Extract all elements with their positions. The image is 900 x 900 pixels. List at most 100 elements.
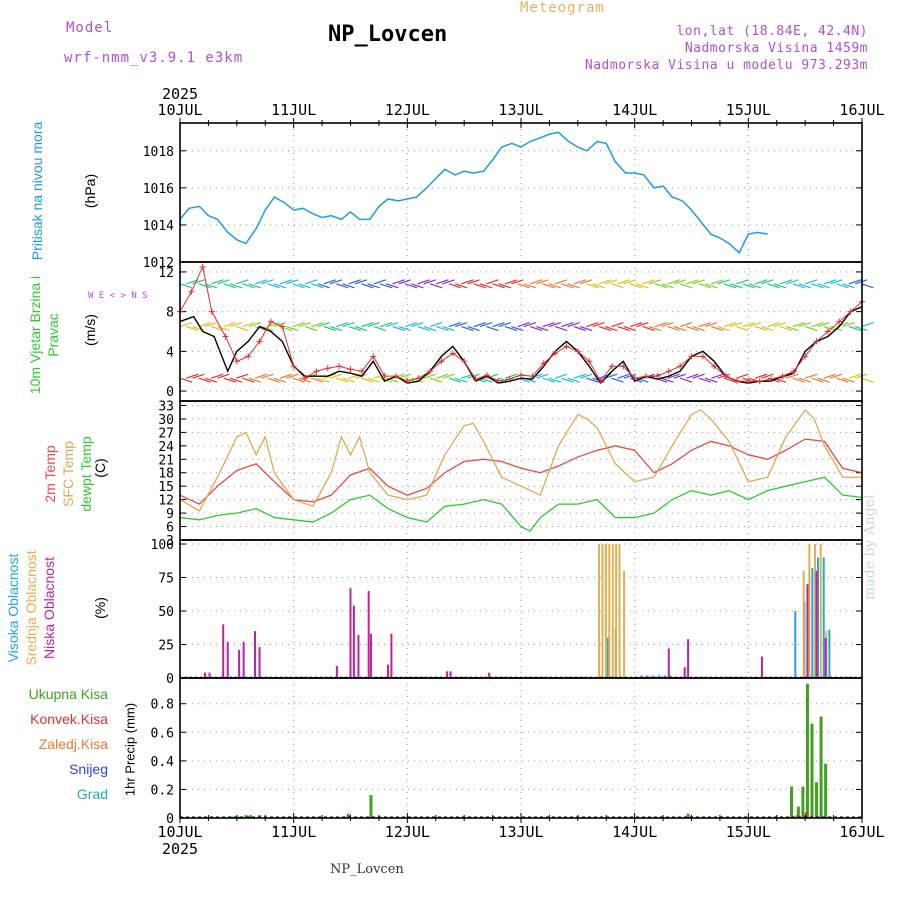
wind-barb [786,279,799,285]
wind-barb [417,279,430,285]
wind-gust-marker [711,363,718,370]
high-cloud-bar [652,675,655,678]
wind-gust-marker [586,358,593,365]
wind-barb [386,321,399,328]
wind-barb [429,283,443,289]
wind-barb [554,279,568,285]
wind-barb [361,321,374,328]
wind-barb [323,279,336,285]
wind-gust-marker [552,350,559,357]
high-cloud-bar [606,637,609,678]
wind-barb [636,283,649,289]
wind-barb [479,321,493,328]
wind-barb [354,325,368,332]
high-cloud-bar [663,675,666,678]
wind-barb [648,325,662,332]
low-cloud-bar [806,584,809,678]
wind-barb [698,321,712,328]
wind-barb [623,373,637,379]
wind-barb [198,377,211,383]
wind-barb [186,325,199,332]
wind-barb [517,283,530,289]
low-cloud-bar [390,633,393,678]
credit-label: made by Angel [862,494,878,601]
wind-gust-marker [449,350,456,357]
wind-barb [236,279,249,285]
wind-barb [842,283,855,289]
wind-barb [811,377,824,383]
x-tick-label-bottom: 12JUL [385,823,430,841]
high-cloud-bar [822,557,825,678]
wind-barb [761,373,774,379]
wind-barb [617,279,630,285]
wind-barb [736,279,749,285]
wind-gust-marker [506,376,513,383]
wind-barb [336,321,349,328]
wind-gust-marker [722,373,729,380]
wind-barb [223,283,236,289]
wind-barb [261,373,274,379]
wind-barb [561,321,574,328]
wind-gust-marker [665,368,672,375]
low-cloud-bar [335,665,338,678]
year-label-bottom: 2025 [162,840,198,858]
low-cloud-bar [667,648,670,678]
wind-gust-marker [302,375,309,382]
wind-gust-marker [370,353,377,360]
wind-barb [229,377,243,383]
wind-barb [579,279,593,285]
total-rain-bar [801,786,805,818]
wind-barb [611,321,624,328]
wind-barb [329,325,343,332]
low-cloud-bar [349,588,352,678]
wind-barb [286,373,299,379]
wind-barb [461,279,474,285]
wind-barb [661,321,674,328]
mid-cloud-bar [601,544,604,678]
wind-barb [773,283,787,289]
pressure-line [179,131,768,254]
x-tick-label-top: 12JUL [385,101,430,119]
mid-cloud-bar [623,570,626,678]
wind-barb [417,325,430,332]
wind-barb [217,325,230,332]
wind-gust-marker [381,373,388,380]
wind-barb [667,279,680,285]
wind-barb [654,283,668,289]
wind-barb [748,321,762,328]
wind-gust-marker [358,368,365,375]
wind-barb [448,377,462,383]
y-tick-label: 30 [158,413,174,428]
mid-cloud-bar [608,544,611,678]
low-cloud-bar [254,631,257,678]
wind-barb [617,373,630,379]
low-cloud-bar [208,672,211,678]
wind-gust-marker [222,333,229,340]
wind-barb [311,321,324,328]
low-cloud-bar [488,672,491,678]
wind-barb [217,279,230,285]
wind-barb [473,321,487,328]
wind-barb [292,283,305,289]
wind-barb [754,325,768,332]
wind-barb [854,279,868,285]
wind-gust-marker [847,308,854,315]
wind-barb [229,321,243,328]
wind-gust-marker [631,375,638,382]
wind-barb [792,377,805,383]
high-cloud-bar [794,611,797,678]
wind-barb [673,325,687,332]
low-cloud-bar [367,590,370,678]
wind-barb [429,377,443,383]
total-rain-bar [790,786,794,818]
wind-barb [592,321,605,328]
high-cloud-bar [817,557,820,678]
wind-barb [242,321,255,328]
wind-barb [767,321,780,328]
y-tick-label: 0 [166,385,174,400]
wind-barb [854,373,868,379]
panel-frame [179,677,863,819]
wind-barb [179,283,193,289]
wind-barb [673,279,687,285]
y-tick-label: 21 [158,453,174,468]
